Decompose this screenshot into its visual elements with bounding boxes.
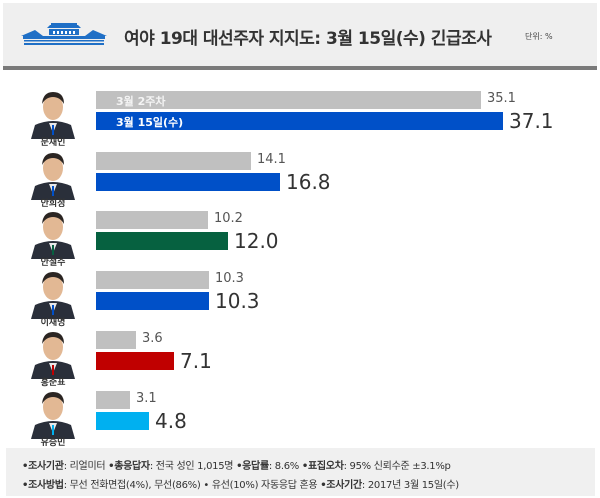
candidate-name: 유승민 [40,438,66,448]
survey-info-key: •조사기관 [22,461,64,472]
survey-info-key: •조사방법 [22,480,64,491]
bar-prev-week [96,331,136,349]
survey-info-value: : 리얼미터 [63,461,109,472]
bar-current [96,173,280,191]
candidate-row: 홍준표 3.6 7.1 [0,327,600,391]
survey-info-key: •총응답자 [108,461,150,472]
value-current: 10.3 [215,289,260,313]
survey-info-key: •표집오차 [301,461,344,472]
candidate-portrait-icon [27,148,79,200]
bar-current [96,292,209,310]
candidate-row: 이재명 10.3 10.3 [0,267,600,331]
candidate-portrait-icon [27,267,79,319]
survey-info-value: : 2017년 3월 15일(수) [361,480,459,491]
blue-house-building-icon [21,23,107,45]
survey-info-value: : 8.6% [268,461,302,472]
chart-title: 여야 19대 대선주자 지지도: 3월 15일(수) 긴급조사 [124,29,492,49]
survey-info-line-2: •조사방법: 무선 전화면접(4%), 무선(86%) • 유선(10%) 자동… [22,476,459,491]
header-divider [3,66,597,70]
bar-prev-week [96,391,130,409]
bar-current [96,412,149,430]
candidate-portrait-icon [27,207,79,259]
unit-label: 단위: % [525,32,553,41]
survey-info-line-1: •조사기관: 리얼미터 •총응답자: 전국 성인 1,015명 •응답률: 8.… [22,457,451,472]
value-current: 16.8 [286,170,331,194]
survey-info-box: •조사기관: 리얼미터 •총응답자: 전국 성인 1,015명 •응답률: 8.… [6,448,595,496]
candidate-row: 안희정 14.1 16.8 [0,148,600,212]
value-current: 7.1 [180,349,212,373]
bar-current [96,352,174,370]
bar-prev-week [96,211,208,229]
bar-prev-week [96,271,209,289]
value-current: 12.0 [234,229,279,253]
candidate-row: 문재인 3월 2주차 35.1 3월 15일(수) 37.1 [0,87,600,151]
value-prev-week: 3.6 [142,331,163,346]
survey-info-key: •응답률 [236,461,269,472]
value-prev-week: 14.1 [257,152,286,167]
candidate-portrait-icon [27,327,79,379]
candidate-name: 안철수 [40,258,66,268]
value-prev-week: 35.1 [487,91,516,106]
value-prev-week: 3.1 [136,391,157,406]
candidate-name: 홍준표 [40,378,66,388]
bar-prev-week: 3월 2주차 [96,91,481,109]
candidate-portrait-icon [27,387,79,439]
survey-info-value: : 무선 전화면접(4%), 무선(86%) • 유선(10%) 자동응답 혼용 [63,480,321,491]
bar-current: 3월 15일(수) [96,112,503,130]
legend-label-current: 3월 15일(수) [116,116,184,129]
candidate-name: 안희정 [40,199,66,209]
survey-info-value: : 95% 신뢰수준 ±3.1%p [343,461,451,472]
value-prev-week: 10.2 [214,211,243,226]
candidate-name: 이재명 [40,318,66,328]
bar-current [96,232,228,250]
value-current: 37.1 [509,109,554,133]
candidate-name: 문재인 [40,138,66,148]
value-current: 4.8 [155,409,187,433]
legend-label-prev: 3월 2주차 [116,95,166,108]
survey-info-key: •조사기간 [320,480,362,491]
bar-prev-week [96,152,251,170]
value-prev-week: 10.3 [215,271,244,286]
candidate-row: 유승민 3.1 4.8 [0,387,600,451]
candidate-row: 안철수 10.2 12.0 [0,207,600,271]
candidate-portrait-icon [27,87,79,139]
survey-info-value: : 전국 성인 1,015명 [149,461,237,472]
